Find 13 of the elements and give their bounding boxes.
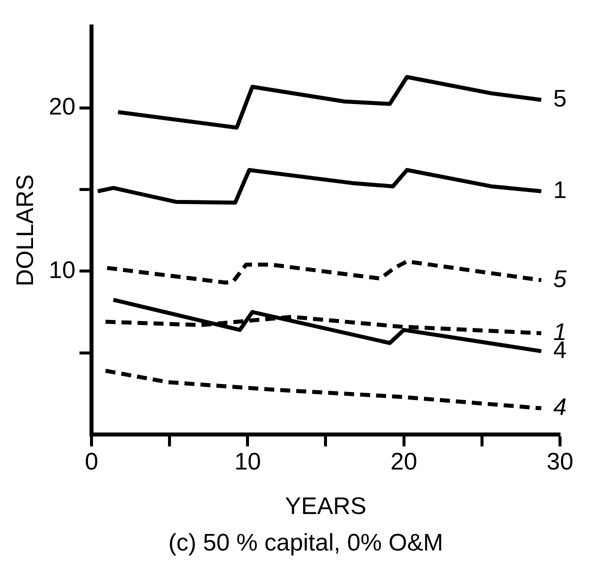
x-tick-label: 20 (390, 448, 418, 476)
y-axis-title: DOLLARS (12, 174, 40, 286)
x-tick-label: 0 (84, 448, 98, 476)
x-axis-title: YEARS (285, 493, 366, 520)
series-label: 5 (553, 266, 568, 293)
x-tick-label: 10 (234, 448, 262, 476)
series-label: 1 (553, 176, 567, 204)
line-series (105, 259, 544, 285)
x-tick-label: 30 (546, 448, 574, 476)
line-series (104, 368, 544, 410)
text: (c) 50 % capital, 0% O&M (168, 530, 444, 557)
series-label: 5 (553, 85, 567, 112)
series-label: 4 (553, 394, 567, 421)
